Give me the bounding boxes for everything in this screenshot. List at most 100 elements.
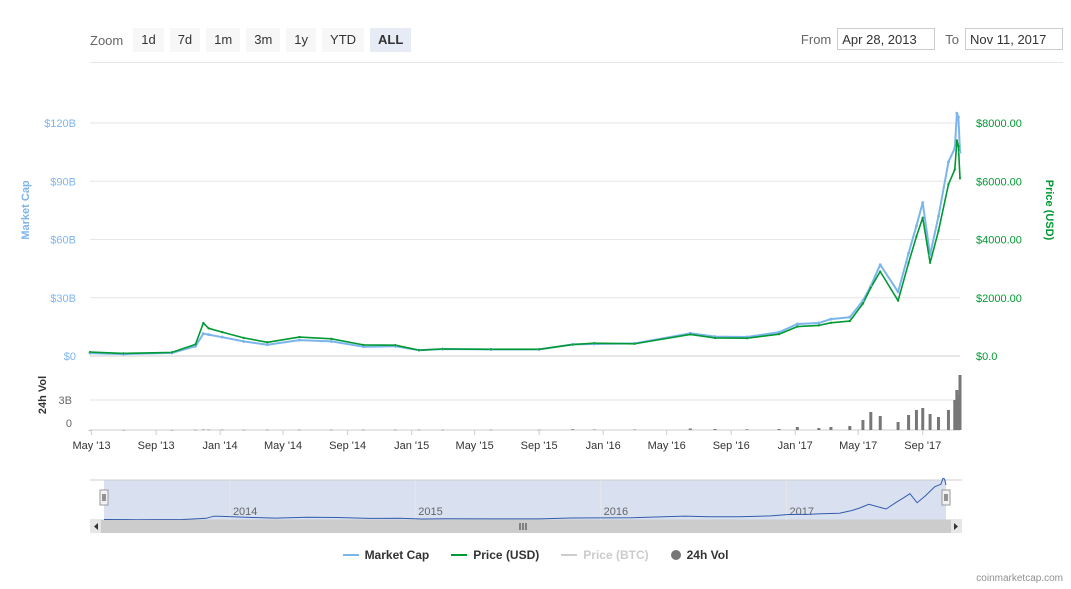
- scroll-left-icon: [94, 523, 98, 530]
- price-usd-point: [848, 319, 852, 323]
- legend-price-btc[interactable]: Price (BTC): [561, 548, 649, 562]
- right-axis-tick-label: $2000.00: [976, 293, 1022, 305]
- date-range: From To: [791, 28, 1063, 50]
- credit-link[interactable]: coinmarketcap.com: [976, 573, 1063, 584]
- volume-axis-title: 24h Vol: [37, 376, 49, 414]
- volume-bar: [441, 429, 445, 431]
- zoom-1m-button[interactable]: 1m: [206, 28, 241, 52]
- price-usd-point: [394, 344, 397, 347]
- volume-bar: [417, 429, 421, 431]
- zoom-1y-button[interactable]: 1y: [286, 28, 317, 52]
- price-usd-point: [298, 335, 301, 339]
- scrollbar[interactable]: [90, 520, 962, 533]
- price-usd-point: [194, 343, 197, 346]
- volume-bar: [829, 427, 833, 430]
- price-usd-point: [417, 348, 421, 352]
- price-usd-point: [633, 342, 636, 345]
- price-usd-point: [829, 321, 833, 324]
- price-usd-point: [861, 302, 865, 305]
- price-usd-point: [202, 321, 205, 325]
- price-usd-point: [915, 235, 918, 238]
- navigator: 2014 2015 2016 2017: [90, 477, 962, 521]
- price-usd-point: [489, 348, 493, 351]
- volume-bar: [220, 429, 224, 431]
- price-usd-point: [953, 168, 956, 171]
- x-axis-tick-label: Sep '14: [329, 440, 366, 452]
- navigator-label: 2017: [790, 506, 814, 518]
- legend-price-btc-label: Price (BTC): [583, 548, 649, 562]
- zoom-label: Zoom: [90, 32, 124, 48]
- market-cap-point: [946, 160, 950, 164]
- volume-bar: [907, 415, 911, 430]
- price-usd-point: [777, 332, 781, 336]
- left-axis-tick-label: $120B: [44, 118, 76, 130]
- right-axis-tick-label: $4000.00: [976, 235, 1022, 247]
- market-cap-point: [777, 330, 781, 334]
- x-axis-tick-label: Sep '13: [138, 440, 175, 452]
- volume-bar: [928, 414, 932, 430]
- volume-bar: [956, 395, 960, 430]
- volume-bar: [592, 429, 596, 430]
- volume-bar: [571, 429, 575, 430]
- x-axis-tick-label: May '15: [456, 440, 494, 452]
- x-axis-tick-label: May '14: [264, 440, 302, 452]
- market-cap-point: [958, 150, 962, 154]
- x-axis-tick-label: Sep '16: [713, 440, 750, 452]
- price-usd-point: [947, 182, 950, 186]
- volume-bar: [869, 412, 873, 430]
- x-axis-tick-label: Sep '15: [521, 440, 558, 452]
- scroll-right-icon: [954, 523, 958, 530]
- volume-bar: [817, 428, 821, 430]
- volume-bar: [207, 429, 211, 431]
- left-axis-title: Market Cap: [20, 180, 32, 240]
- volume-bar: [795, 427, 799, 430]
- volume-bar: [878, 416, 882, 430]
- zoom-all-button[interactable]: ALL: [370, 28, 412, 52]
- market-cap-point: [207, 333, 211, 337]
- volume-bar: [88, 429, 92, 431]
- navigator-left-handle[interactable]: [99, 489, 109, 506]
- price-usd-point: [907, 261, 910, 264]
- navigator-label: 2015: [418, 506, 442, 518]
- volume-bar: [861, 420, 865, 430]
- x-axis-tick-label: May '17: [839, 440, 877, 452]
- legend-price-usd[interactable]: Price (USD): [451, 548, 539, 562]
- to-label: To: [945, 31, 959, 47]
- left-axis-tick-label: $90B: [50, 176, 76, 188]
- price-usd-point: [921, 216, 924, 219]
- volume-bar: [361, 429, 365, 431]
- to-date-input[interactable]: [965, 28, 1063, 50]
- volume-bar: [955, 390, 959, 430]
- market-cap-point: [896, 290, 900, 294]
- zoom-3m-button[interactable]: 3m: [246, 28, 281, 52]
- price-usd-point: [170, 351, 174, 354]
- market-cap-point: [956, 115, 960, 119]
- x-axis-tick-label: Jan '14: [203, 440, 238, 452]
- navigator-label: 2016: [604, 506, 628, 518]
- price-usd-point: [955, 139, 959, 142]
- market-cap-point: [878, 263, 882, 267]
- zoom-7d-button[interactable]: 7d: [169, 28, 201, 52]
- volume-bar: [122, 429, 126, 431]
- x-axis-tick-label: Jan '16: [586, 440, 621, 452]
- price-usd-point: [796, 325, 799, 328]
- price-usd-point: [689, 333, 692, 336]
- right-axis-tick-label: $0.0: [976, 351, 997, 363]
- market-cap-point: [953, 146, 957, 150]
- legend-market-cap[interactable]: Market Cap: [342, 548, 429, 562]
- navigator-right-handle[interactable]: [941, 489, 951, 506]
- price-usd-line: [89, 139, 961, 355]
- volume-bar: [170, 429, 174, 431]
- zoom-ytd-button[interactable]: YTD: [322, 28, 365, 52]
- volume-bar: [193, 429, 197, 431]
- volume-bar: [896, 422, 900, 430]
- legend-24h-vol[interactable]: 24h Vol: [670, 548, 728, 562]
- from-date-input[interactable]: [837, 28, 936, 50]
- price-usd-point: [593, 341, 596, 345]
- price-usd-point: [928, 261, 932, 264]
- left-axis-tick-label: $30B: [50, 293, 76, 305]
- zoom-1d-button[interactable]: 1d: [133, 28, 164, 52]
- volume-axis-tick-label: 3B: [59, 395, 72, 407]
- market-cap-point: [329, 339, 333, 343]
